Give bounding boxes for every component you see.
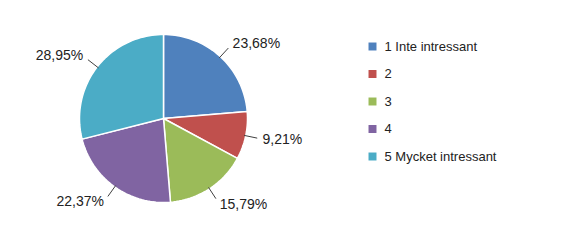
svg-text:5 Mycket intressant: 5 Mycket intressant [385, 149, 497, 164]
svg-text:2: 2 [385, 66, 392, 81]
svg-text:9,21%: 9,21% [263, 131, 303, 147]
svg-text:3: 3 [385, 94, 392, 109]
svg-text:4: 4 [385, 121, 392, 136]
svg-text:23,68%: 23,68% [233, 35, 280, 51]
svg-text:22,37%: 22,37% [56, 193, 103, 209]
svg-text:1 Inte intressant: 1 Inte intressant [385, 39, 478, 54]
svg-text:15,79%: 15,79% [220, 196, 267, 212]
svg-text:28,95%: 28,95% [36, 47, 83, 63]
